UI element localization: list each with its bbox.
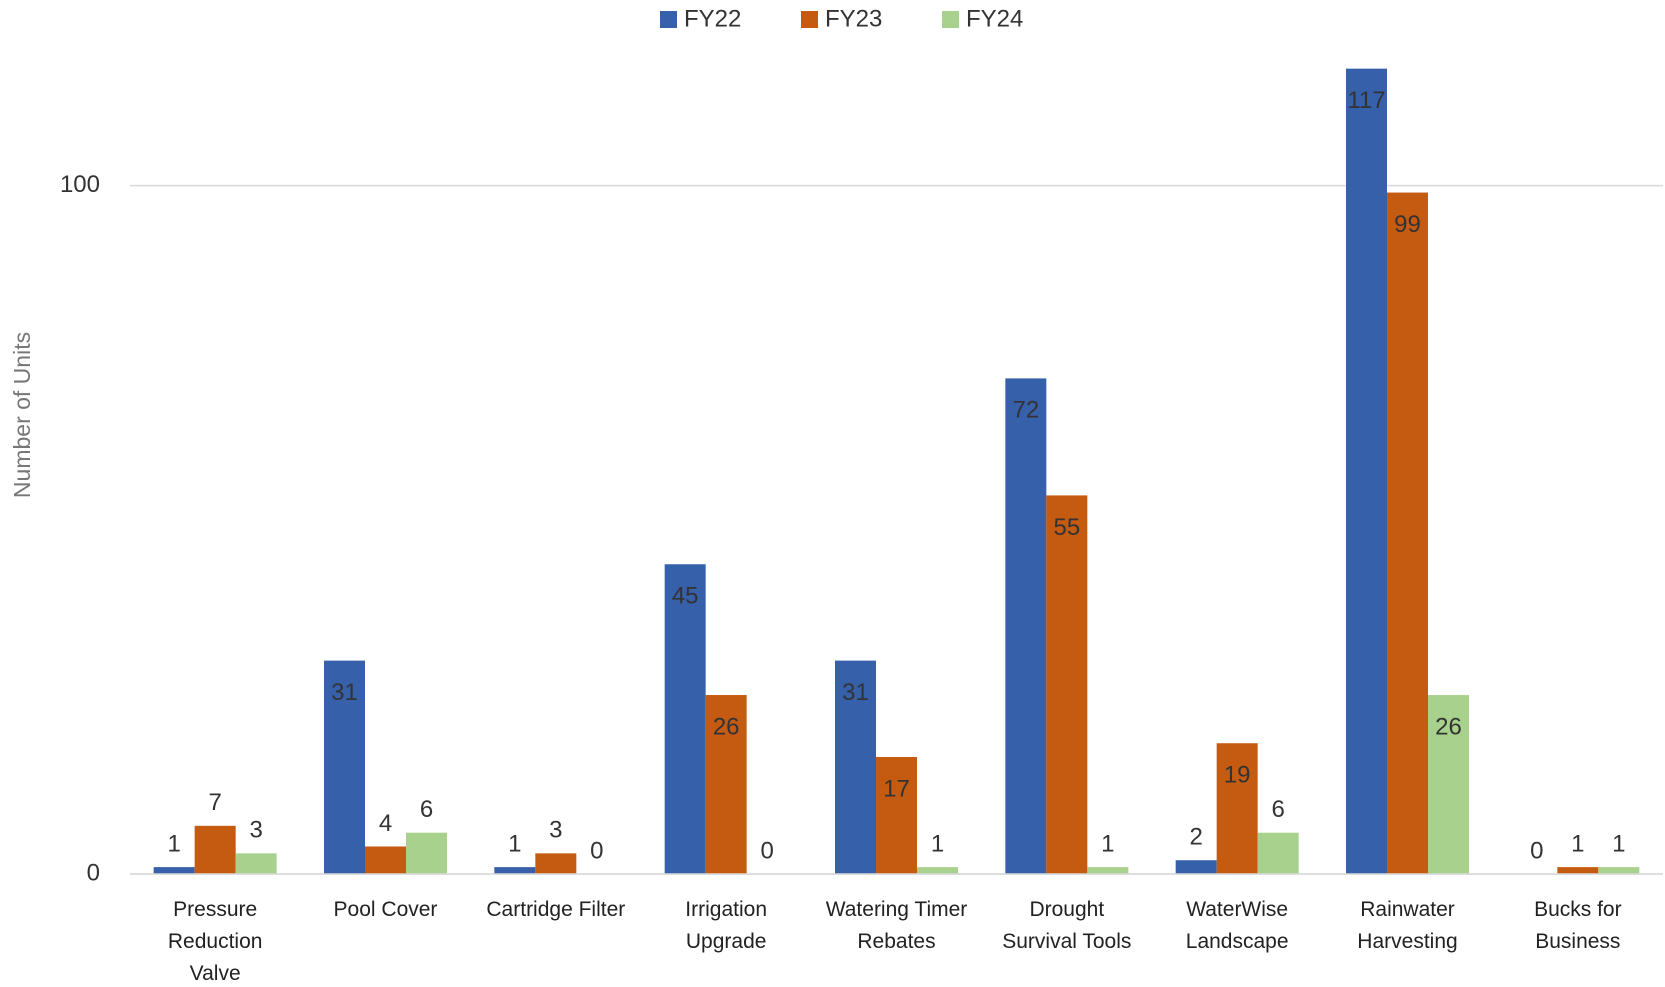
data-label: 99 [1394, 211, 1421, 238]
x-tick-label: Rainwater Harvesting [1357, 898, 1458, 953]
bar [235, 853, 277, 874]
legend-swatch [942, 11, 959, 28]
y-tick-label: 0 [87, 859, 100, 886]
data-label: 55 [1053, 514, 1080, 541]
data-label: 4 [379, 810, 392, 837]
data-label: 31 [842, 679, 869, 706]
data-label: 0 [1530, 837, 1543, 864]
data-label: 0 [760, 837, 773, 864]
data-label: 3 [549, 817, 562, 844]
bar [406, 832, 447, 874]
legend-swatch [801, 11, 818, 28]
legend-label: FY23 [825, 5, 882, 32]
bar [1175, 860, 1217, 874]
data-label: 1 [931, 830, 944, 857]
bar [153, 867, 195, 874]
bar [1598, 867, 1640, 874]
data-label: 31 [331, 679, 358, 706]
data-label: 1 [1571, 830, 1584, 857]
x-tick-label: Cartridge Filter [486, 898, 626, 921]
x-tick-label: WaterWise Landscape [1185, 898, 1289, 953]
bar [917, 867, 958, 874]
bar [876, 756, 917, 874]
bar [365, 846, 406, 874]
x-tick-label: Bucks for Business [1534, 898, 1622, 953]
data-label: 3 [249, 817, 262, 844]
y-axis-title: Number of Units [9, 332, 35, 498]
data-label: 1 [508, 830, 521, 857]
data-label: 0 [590, 837, 603, 864]
bar [1346, 68, 1387, 874]
data-label: 6 [1271, 796, 1284, 823]
data-label: 1 [1612, 830, 1625, 857]
bar [494, 867, 536, 874]
x-tick-label: Pool Cover [333, 898, 438, 921]
data-label: 26 [1435, 713, 1462, 740]
x-tick-label: Drought Survival Tools [1002, 898, 1132, 953]
data-label: 26 [713, 713, 740, 740]
data-label: 7 [208, 789, 221, 816]
bar [535, 853, 577, 874]
bar [1257, 832, 1299, 874]
bar [1216, 743, 1258, 874]
data-label: 6 [420, 796, 433, 823]
bar [1087, 867, 1129, 874]
legend-label: FY22 [684, 5, 741, 32]
bar [194, 825, 236, 874]
bar [1005, 378, 1047, 874]
x-tick-label: Irrigation Upgrade [685, 898, 767, 953]
data-label: 72 [1012, 397, 1039, 424]
bar [705, 695, 747, 874]
bar [1046, 495, 1088, 874]
data-label: 45 [672, 583, 699, 610]
x-tick-label: Pressure Reduction Valve [167, 898, 263, 985]
data-label: 19 [1224, 762, 1251, 789]
data-label: 2 [1189, 824, 1202, 851]
legend-label: FY24 [966, 5, 1023, 32]
data-label: 17 [883, 775, 910, 802]
bar [1387, 192, 1428, 875]
legend-swatch [660, 11, 677, 28]
bar [1428, 695, 1469, 874]
data-label: 1 [1101, 830, 1114, 857]
y-tick-label: 100 [60, 171, 100, 198]
bar [324, 660, 365, 874]
x-tick-label: Watering Timer Rebates [825, 898, 968, 953]
bar [664, 564, 706, 874]
data-label: 117 [1347, 87, 1385, 114]
bar [835, 660, 876, 874]
bar [1557, 867, 1599, 874]
data-label: 1 [167, 830, 180, 857]
